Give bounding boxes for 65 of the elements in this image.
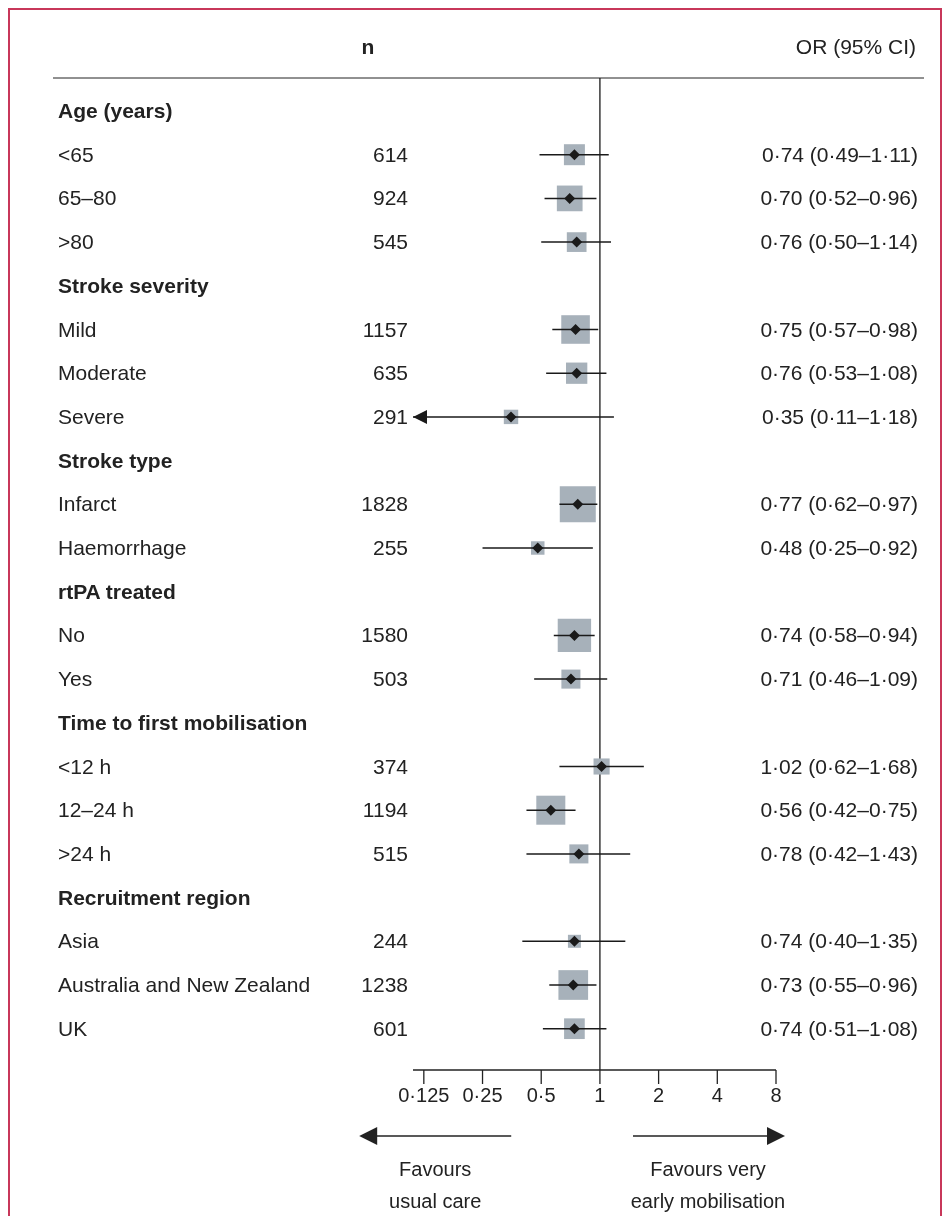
x-tick-label: 8 [770,1084,782,1106]
text: 1828 [361,492,408,516]
data-label: 0·74 (0·51–1·08) [760,1016,918,1040]
y-tick-label: Infarct [58,492,117,516]
data-label: 0·74 (0·49–1·11) [761,142,918,166]
y-tick-label: Severe [58,404,125,428]
text: 545 [372,230,408,254]
text: 255 [372,536,408,559]
data-label: 0·76 (0·53–1·08) [760,361,918,385]
text: 515 [372,841,408,865]
x-tick-label: 0·5 [526,1084,556,1106]
data-label: 0·70 (0·52–0·96) [760,186,918,210]
text: 374 [372,754,409,778]
y-tick-label: 65–80 [58,186,117,210]
x-tick-label: 0·25 [462,1084,503,1106]
y-tick-label: UK [58,1016,88,1040]
data-label: 1·02 (0·62–1·68) [760,754,918,778]
x-tick-label: 4 [711,1084,723,1106]
text: 924 [372,186,409,210]
text: 601 [372,1016,408,1040]
data-label: 0·35 (0·11–1·18) [761,404,918,428]
data-label: 0·71 (0·46–1·09) [760,667,918,691]
data-label: 0·76 (0·50–1·14) [760,230,918,254]
data-label: 0·77 (0·62–0·97) [760,492,918,516]
text: 244 [372,929,409,953]
y-tick-label: <12 h [58,754,112,778]
text: 1194 [362,798,409,822]
x-tick-label: 1 [594,1084,606,1106]
text: Favours usual care [389,1158,482,1212]
y-tick-label: Stroke type [58,448,173,472]
data-label: 0·75 (0·57–0·98) [760,317,918,341]
y-tick-label: Haemorrhage [58,536,187,559]
x-tick-label: 0·125 [398,1084,450,1106]
data-label: 0·74 (0·58–0·94) [760,623,918,647]
text: 614 [372,142,409,166]
y-tick-label: Stroke severity [58,273,209,297]
text: 1238 [361,973,408,996]
data-label: 0·48 (0·25–0·92) [760,536,918,559]
y-tick-label: Recruitment region [58,885,251,909]
text: n [361,35,375,58]
y-tick-label: rtPA treated [58,579,176,603]
text: 635 [372,361,408,385]
data-label: 0·74 (0·40–1·35) [760,929,918,953]
y-tick-label: >80 [58,230,94,254]
text: 1580 [361,623,408,647]
y-tick-label: Moderate [58,361,147,385]
y-tick-label: Yes [58,667,93,691]
y-tick-label: Asia [58,929,100,953]
y-tick-label: 12–24 h [58,798,134,822]
text: OR (95% CI) [795,35,916,58]
y-tick-label: >24 h [58,841,112,865]
y-tick-label: Australia and New Zealand [58,973,311,996]
text: 291 [372,404,408,428]
data-label: 0·73 (0·55–0·96) [760,973,918,996]
data-label: 0·56 (0·42–0·75) [760,798,918,822]
y-tick-label: Mild [58,317,97,341]
y-tick-label: No [58,623,85,647]
y-tick-label: <65 [58,142,94,166]
x-tick-label: 2 [653,1084,665,1106]
text: Favours very early mobilisation [630,1158,786,1212]
y-tick-label: Age (years) [58,99,173,122]
text: 1157 [362,317,408,341]
text: 503 [372,667,408,691]
y-tick-label: Time to first mobilisation [58,710,308,734]
data-label: 0·78 (0·42–1·43) [760,841,918,865]
